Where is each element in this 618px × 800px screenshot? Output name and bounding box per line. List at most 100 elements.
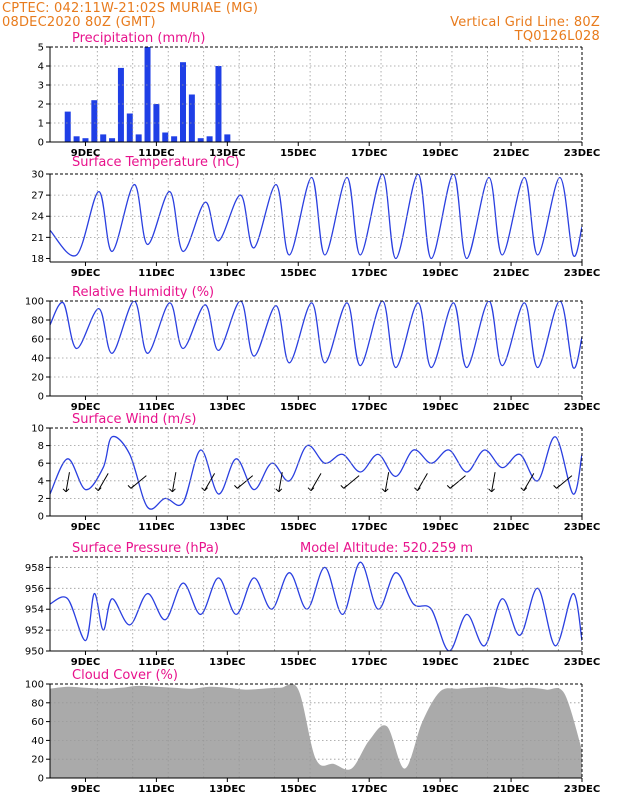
- wind-arrowhead: [446, 485, 454, 489]
- y-tick-label: 952: [25, 626, 44, 637]
- precip-bar: [126, 113, 133, 142]
- wind-arrow: [523, 473, 535, 491]
- x-tick-label: 17DEC: [351, 402, 387, 413]
- x-tick-label: 19DEC: [422, 268, 458, 279]
- y-tick-label: 18: [31, 254, 44, 265]
- y-tick-label: 20: [31, 755, 44, 766]
- x-tick-label: 21DEC: [493, 148, 529, 159]
- y-tick-label: 21: [31, 233, 44, 244]
- precip-bar: [117, 67, 124, 142]
- y-tick-label: 0: [38, 138, 44, 149]
- wind-arrowhead: [234, 485, 241, 489]
- y-tick-label: 40: [31, 736, 44, 747]
- precip-bar: [144, 47, 151, 142]
- panel-5: [46, 556, 583, 655]
- header-run-date: 08DEC2020 80Z (GMT): [2, 15, 156, 30]
- wind-arrow: [416, 473, 428, 491]
- y-tick-label: 80: [31, 316, 44, 327]
- x-tick-label: 15DEC: [280, 657, 316, 668]
- panel-1: [46, 46, 583, 146]
- wind-arrowhead: [553, 485, 560, 489]
- panel-title: Relative Humidity (%): [72, 285, 214, 300]
- header-model-id: TQ0126L028: [514, 29, 600, 44]
- panel-title: Cloud Cover (%): [72, 668, 178, 683]
- x-tick-label: 11DEC: [138, 784, 174, 795]
- x-tick-label: 19DEC: [422, 148, 458, 159]
- precip-bar: [188, 94, 195, 142]
- x-tick-label: 13DEC: [209, 268, 245, 279]
- x-tick-label: 13DEC: [209, 657, 245, 668]
- x-tick-label: 15DEC: [280, 522, 316, 533]
- x-tick-label: 15DEC: [280, 268, 316, 279]
- x-tick-label: 21DEC: [493, 784, 529, 795]
- precip-bar: [64, 111, 71, 142]
- series-layer: [50, 301, 582, 369]
- series-layer: [50, 561, 582, 651]
- wind-arrow: [278, 472, 283, 492]
- y-tick-label: 60: [31, 335, 44, 346]
- x-tick-label: 17DEC: [351, 522, 387, 533]
- x-tick-label: 11DEC: [138, 657, 174, 668]
- y-tick-label: 10: [31, 424, 44, 435]
- wind-arrow: [97, 473, 109, 491]
- x-tick-label: 11DEC: [138, 402, 174, 413]
- precip-bar: [162, 132, 169, 142]
- x-tick-label: 15DEC: [280, 148, 316, 159]
- y-tick-label: 80: [31, 698, 44, 709]
- series-layer: [50, 435, 582, 510]
- y-tick-label: 3: [38, 81, 44, 92]
- y-tick-label: 1: [38, 119, 44, 130]
- y-tick-label: 2: [38, 100, 44, 111]
- x-tick-label: 19DEC: [422, 657, 458, 668]
- x-tick-label: 17DEC: [351, 268, 387, 279]
- y-tick-label: 958: [25, 563, 44, 574]
- header-grid-line: Vertical Grid Line: 80Z: [450, 15, 600, 30]
- panel-2: [46, 173, 583, 266]
- wind-arrow: [384, 472, 390, 492]
- x-tick-label: 17DEC: [351, 148, 387, 159]
- x-tick-label: 21DEC: [493, 522, 529, 533]
- series-line: [50, 435, 582, 510]
- precip-bar: [91, 100, 98, 142]
- x-tick-label: 19DEC: [422, 522, 458, 533]
- y-tick-label: 40: [31, 354, 44, 365]
- precip-bar: [82, 138, 89, 142]
- precip-bar: [153, 104, 160, 142]
- y-tick-label: 0: [38, 512, 44, 523]
- x-tick-label: 23DEC: [564, 784, 600, 795]
- series-line: [50, 174, 582, 260]
- wind-arrow: [171, 472, 177, 492]
- panel-4: [46, 427, 583, 520]
- x-tick-label: 23DEC: [564, 402, 600, 413]
- y-tick-label: 5: [38, 43, 44, 54]
- x-tick-label: 23DEC: [564, 268, 600, 279]
- y-tick-label: 8: [38, 441, 44, 452]
- panel-title: Precipitation (mm/h): [72, 31, 205, 46]
- y-tick-label: 4: [38, 62, 44, 73]
- series-layer: [50, 684, 582, 778]
- x-tick-label: 9DEC: [71, 784, 100, 795]
- x-tick-label: 21DEC: [493, 402, 529, 413]
- wind-arrowhead: [340, 485, 348, 489]
- y-tick-label: 20: [31, 373, 44, 384]
- y-tick-label: 4: [38, 476, 44, 487]
- x-tick-label: 9DEC: [71, 268, 100, 279]
- wind-arrowhead: [414, 487, 421, 492]
- panel-title: Surface Temperature (nC): [72, 155, 240, 170]
- x-tick-label: 19DEC: [422, 402, 458, 413]
- x-tick-label: 9DEC: [71, 148, 100, 159]
- panel-3: [46, 300, 583, 400]
- y-tick-label: 24: [31, 212, 44, 223]
- x-tick-label: 9DEC: [71, 522, 100, 533]
- wind-arrowhead: [520, 487, 528, 492]
- panel-subtitle: Model Altitude: 520.259 m: [300, 541, 473, 556]
- x-tick-label: 17DEC: [351, 784, 387, 795]
- panel-6: [46, 683, 583, 782]
- wind-arrowhead: [169, 488, 176, 493]
- wind-arrow: [204, 473, 216, 491]
- wind-arrow: [491, 472, 496, 492]
- x-tick-label: 11DEC: [138, 268, 174, 279]
- x-tick-label: 13DEC: [209, 148, 245, 159]
- wind-arrow: [65, 472, 70, 492]
